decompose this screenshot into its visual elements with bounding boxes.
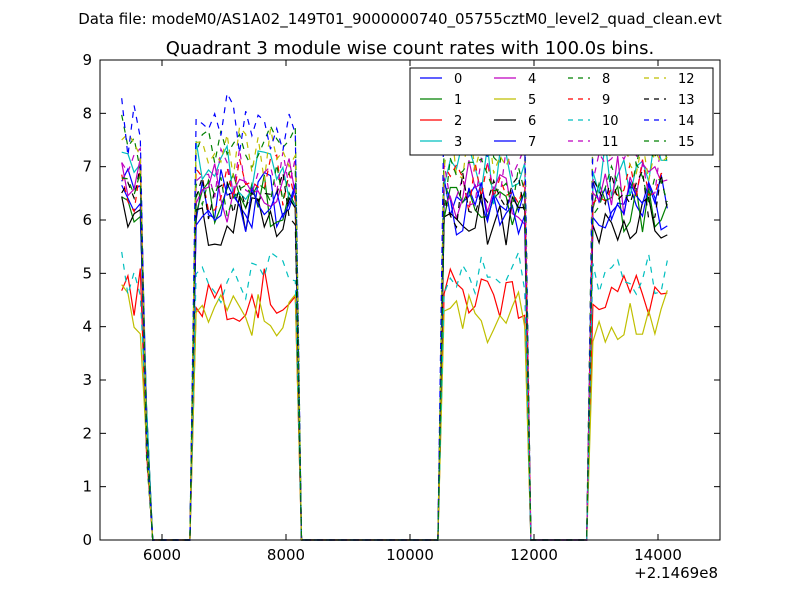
legend-label-10: 10 xyxy=(602,114,619,129)
legend-label-15: 15 xyxy=(678,135,695,150)
legend-label-1: 1 xyxy=(454,93,462,108)
series-line-0 xyxy=(121,167,668,541)
legend-label-11: 11 xyxy=(602,135,619,150)
y-tick-label: 7 xyxy=(82,158,92,176)
x-tick-label: 12000 xyxy=(510,546,558,564)
legend-label-12: 12 xyxy=(678,72,695,87)
legend-label-2: 2 xyxy=(454,114,462,129)
x-offset-label: +2.1469e8 xyxy=(634,564,718,582)
y-tick-label: 0 xyxy=(82,531,92,549)
x-tick-label: 8000 xyxy=(267,546,305,564)
legend-label-7: 7 xyxy=(528,135,536,150)
y-tick-label: 9 xyxy=(82,51,92,69)
x-tick-label: 14000 xyxy=(634,546,682,564)
series-line-5 xyxy=(121,284,668,541)
legend-label-8: 8 xyxy=(602,72,610,87)
legend-label-6: 6 xyxy=(528,114,536,129)
x-tick-label: 10000 xyxy=(386,546,434,564)
suptitle: Data file: modeM0/AS1A02_149T01_90000007… xyxy=(78,10,722,29)
legend-label-14: 14 xyxy=(678,114,695,129)
y-tick-label: 4 xyxy=(82,318,92,336)
legend-label-3: 3 xyxy=(454,135,462,150)
series-line-8 xyxy=(121,108,668,541)
legend-label-5: 5 xyxy=(528,93,536,108)
legend-label-13: 13 xyxy=(678,93,695,108)
y-tick-label: 6 xyxy=(82,211,92,229)
series-line-10 xyxy=(121,250,668,541)
series-line-13 xyxy=(121,165,668,541)
series-line-14 xyxy=(121,91,668,541)
legend-label-4: 4 xyxy=(528,72,536,87)
chart-title: Quadrant 3 module wise count rates with … xyxy=(166,38,655,59)
y-tick-label: 3 xyxy=(82,371,92,389)
plot-area: 6000 8000 10000 12000 1400001234567890123456… xyxy=(82,51,721,564)
legend-label-0: 0 xyxy=(454,72,462,87)
y-tick-label: 2 xyxy=(82,424,92,442)
legend-box xyxy=(409,67,714,156)
series-line-15 xyxy=(121,157,668,541)
series-line-11 xyxy=(121,141,668,541)
x-tick-label: 6000 xyxy=(143,546,181,564)
legend-label-9: 9 xyxy=(602,93,610,108)
series-line-7 xyxy=(121,180,668,541)
series-line-3 xyxy=(121,136,668,541)
y-tick-label: 5 xyxy=(82,264,92,282)
y-tick-label: 8 xyxy=(82,104,92,122)
y-tick-label: 1 xyxy=(82,478,92,496)
series-line-1 xyxy=(121,172,668,541)
series-line-6 xyxy=(121,193,668,541)
